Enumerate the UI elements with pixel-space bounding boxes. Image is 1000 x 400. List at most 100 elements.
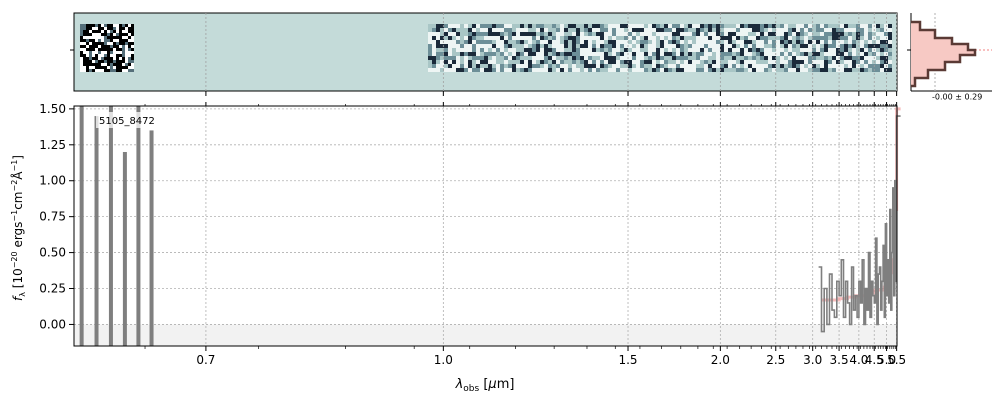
spectrum-2d-pixel — [868, 24, 872, 28]
spectrum-2d-pixel — [432, 28, 436, 32]
spectrum-2d-pixel — [792, 64, 796, 68]
spectrum-2d-pixel — [816, 52, 820, 56]
spectrum-2d-pixel — [119, 57, 122, 60]
spectrum-2d-pixel — [524, 68, 528, 72]
spectrum-2d-pixel — [652, 32, 656, 36]
spectrum-2d-pixel — [524, 28, 528, 32]
spectrum-2d-pixel — [684, 28, 688, 32]
spectrum-2d-pixel — [516, 52, 520, 56]
x-tick-label: 5.0 — [877, 353, 896, 367]
spectrum-2d-pixel — [844, 36, 848, 40]
spectrum-2d-pixel — [564, 52, 568, 56]
spectrum-2d-pixel — [664, 56, 668, 60]
spectrum-2d-pixel — [672, 68, 676, 72]
spectrum-2d-pixel — [736, 64, 740, 68]
spectrum-2d-pixel — [512, 44, 516, 48]
spectrum-2d-pixel — [636, 60, 640, 64]
spectrum-2d-pixel — [648, 64, 652, 68]
spectrum-2d-pixel — [752, 44, 756, 48]
spectrum-2d-pixel — [608, 56, 612, 60]
spectrum-2d-pixel — [720, 32, 724, 36]
spectrum-2d-pixel — [884, 32, 888, 36]
spectrum-2d-pixel — [476, 44, 480, 48]
spectrum-2d-pixel — [101, 45, 104, 48]
spectrum-2d-pixel — [728, 56, 732, 60]
spectrum-2d-pixel — [488, 68, 492, 72]
spectrum-2d-pixel — [704, 40, 708, 44]
spectrum-2d-pixel — [116, 24, 119, 27]
spectrum-2d-pixel — [852, 64, 856, 68]
spectrum-2d-pixel — [496, 64, 500, 68]
spectrum-2d-pixel — [688, 32, 692, 36]
spectrum-2d-pixel — [796, 68, 800, 72]
spectrum-2d-pixel — [756, 32, 760, 36]
spectrum-2d-pixel — [125, 33, 128, 36]
spectrum-2d-pixel — [89, 66, 92, 69]
spectrum-2d-pixel — [576, 24, 580, 28]
spectrum-2d-pixel — [700, 60, 704, 64]
spectrum-2d-pixel — [748, 68, 752, 72]
spectrum-2d-pixel — [536, 40, 540, 44]
spectrum-2d-pixel — [832, 28, 836, 32]
spectrum-2d-pixel — [456, 44, 460, 48]
spectrum-2d-pixel — [736, 52, 740, 56]
spectrum-2d-pixel — [564, 28, 568, 32]
spectrum-2d-pixel — [736, 24, 740, 28]
spectrum-2d-pixel — [568, 44, 572, 48]
spectrum-2d-pixel — [644, 40, 648, 44]
spectrum-2d-pixel — [496, 24, 500, 28]
spectrum-2d-pixel — [624, 44, 628, 48]
spectrum-2d-pixel — [780, 60, 784, 64]
spectrum-2d-pixel — [768, 68, 772, 72]
spectrum-2d-pixel — [828, 60, 832, 64]
spectrum-2d-pixel — [468, 28, 472, 32]
spectrum-2d-pixel — [608, 48, 612, 52]
spectrum-2d-pixel — [788, 28, 792, 32]
spectrum-2d-pixel — [119, 39, 122, 42]
spectrum-2d-pixel — [588, 56, 592, 60]
spectrum-2d-pixel — [460, 44, 464, 48]
spectrum-2d-pixel — [520, 44, 524, 48]
spectrum-2d-pixel — [528, 36, 532, 40]
spectrum-2d-pixel — [628, 60, 632, 64]
spectrum-2d-pixel — [800, 40, 804, 44]
spectrum-2d-pixel — [113, 57, 116, 60]
spectrum-2d-pixel — [536, 28, 540, 32]
spectrum-2d-pixel — [884, 68, 888, 72]
spectrum-2d-pixel — [760, 44, 764, 48]
spectrum-2d-pixel — [604, 52, 608, 56]
spectrum-2d-pixel — [828, 64, 832, 68]
spectrum-2d-pixel — [500, 60, 504, 64]
spectrum-2d-pixel — [532, 52, 536, 56]
spectrum-2d-pixel — [664, 52, 668, 56]
spectrum-2d-pixel — [656, 28, 660, 32]
spectrum-2d-pixel — [584, 32, 588, 36]
spectrum-2d-pixel — [588, 64, 592, 68]
spectrum-2d-pixel — [844, 60, 848, 64]
spectrum-2d-pixel — [744, 52, 748, 56]
spectrum-2d-pixel — [101, 33, 104, 36]
spectrum-2d-pixel — [852, 36, 856, 40]
spectrum-2d-pixel — [119, 27, 122, 30]
spectrum-2d-pixel — [784, 48, 788, 52]
spectrum-2d-pixel — [860, 64, 864, 68]
spectrum-2d-pixel — [110, 69, 113, 72]
spectrum-2d-pixel — [620, 28, 624, 32]
spectrum-2d-pixel — [604, 60, 608, 64]
spectrum-2d-pixel — [728, 40, 732, 44]
spectrum-2d-pixel — [848, 44, 852, 48]
spectrum-2d-pixel — [888, 60, 892, 64]
spectrum-2d-pixel — [636, 40, 640, 44]
spectrum-2d-pixel — [122, 33, 125, 36]
spectrum-2d-pixel — [772, 36, 776, 40]
spectrum-2d-pixel — [616, 28, 620, 32]
spectrum-2d-pixel — [520, 60, 524, 64]
spectrum-2d-pixel — [740, 36, 744, 40]
spectrum-2d-pixel — [92, 66, 95, 69]
spectrum-2d-pixel — [113, 54, 116, 57]
spectrum-2d-pixel — [122, 45, 125, 48]
spectrum-2d-pixel — [83, 60, 86, 63]
spectrum-2d-pixel — [764, 48, 768, 52]
spectrum-2d-pixel — [524, 60, 528, 64]
spectrum-2d-pixel — [856, 64, 860, 68]
